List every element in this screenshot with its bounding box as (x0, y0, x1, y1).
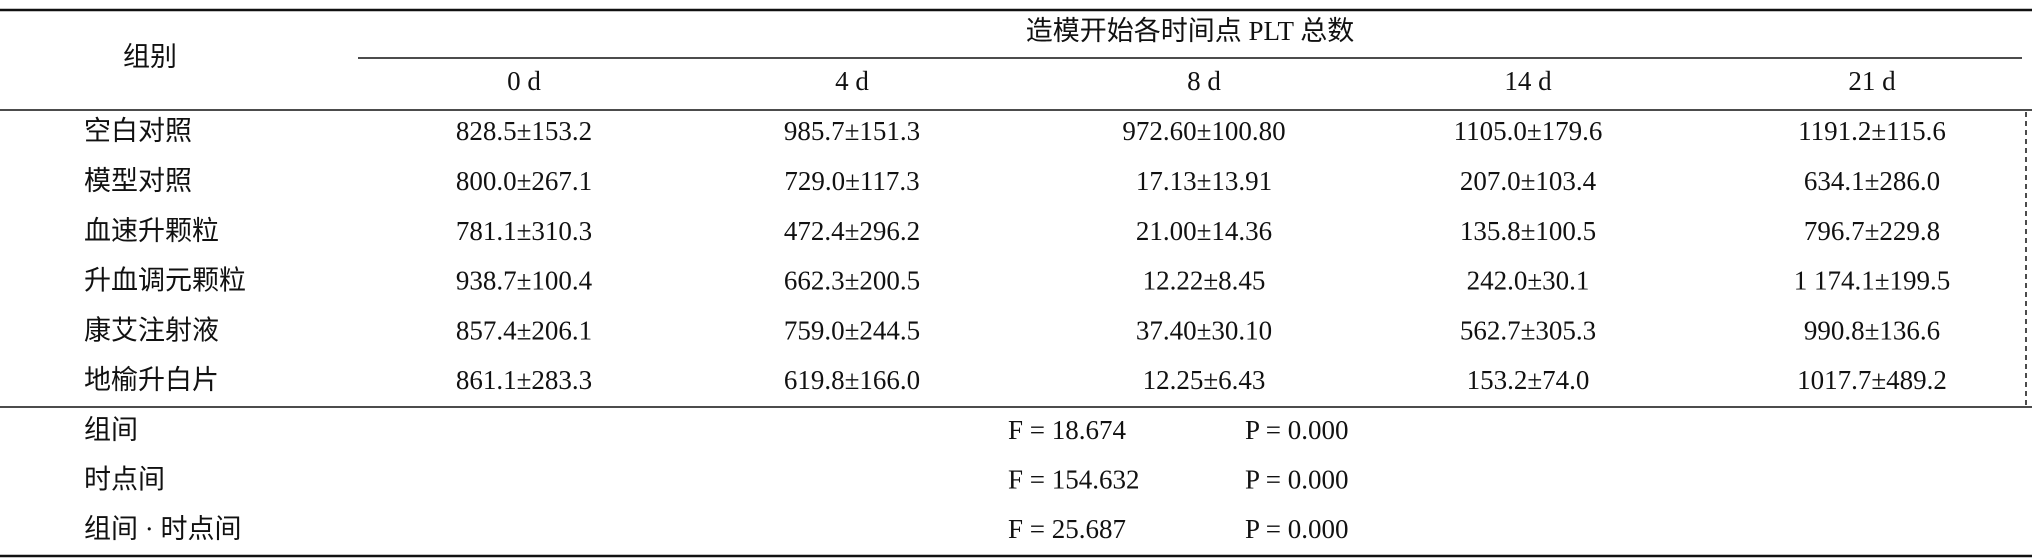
stat-f: F = 154.632 (1008, 465, 1140, 495)
cell: 759.0±244.5 (784, 315, 920, 345)
row-label: 地榆升白片 (84, 365, 219, 395)
cell: 619.8±166.0 (784, 365, 920, 395)
row-label: 康艾注射液 (84, 315, 219, 345)
cell: 972.60±100.80 (1122, 116, 1285, 146)
row-label: 空白对照 (84, 116, 192, 146)
column-header: 21 d (1848, 66, 1896, 96)
cell: 207.0±103.4 (1460, 166, 1597, 196)
column-header: 4 d (835, 66, 869, 96)
cell: 729.0±117.3 (784, 166, 919, 196)
cell: 153.2±74.0 (1467, 365, 1590, 395)
row-label: 升血调元颗粒 (84, 266, 246, 296)
cell: 562.7±305.3 (1460, 315, 1596, 345)
cell: 17.13±13.91 (1136, 166, 1272, 196)
cell: 990.8±136.6 (1804, 315, 1940, 345)
cell: 37.40±30.10 (1136, 315, 1272, 345)
stat-label: 时点间 (84, 465, 165, 495)
stat-f: F = 18.674 (1008, 415, 1126, 445)
cell: 796.7±229.8 (1804, 216, 1940, 246)
group-header: 组别 (123, 42, 177, 72)
cell: 662.3±200.5 (784, 266, 920, 296)
cell: 1105.0±179.6 (1454, 116, 1603, 146)
cell: 857.4±206.1 (456, 315, 592, 345)
stat-p: P = 0.000 (1245, 465, 1349, 495)
stat-p: P = 0.000 (1245, 514, 1349, 544)
cell: 21.00±14.36 (1136, 216, 1272, 246)
cell: 800.0±267.1 (456, 166, 592, 196)
cell: 861.1±283.3 (456, 365, 592, 395)
cell: 828.5±153.2 (456, 116, 592, 146)
stat-p: P = 0.000 (1245, 415, 1349, 445)
cell: 1017.7±489.2 (1797, 365, 1947, 395)
stat-label: 组间 · 时点间 (84, 514, 242, 544)
cell: 12.25±6.43 (1143, 365, 1266, 395)
cell: 985.7±151.3 (784, 116, 920, 146)
column-header: 8 d (1187, 66, 1221, 96)
cell: 12.22±8.45 (1143, 266, 1266, 296)
cell: 242.0±30.1 (1467, 266, 1590, 296)
stat-f: F = 25.687 (1008, 514, 1126, 544)
cell: 1191.2±115.6 (1798, 116, 1946, 146)
cell: 781.1±310.3 (456, 216, 592, 246)
column-header: 0 d (507, 66, 541, 96)
cell: 1 174.1±199.5 (1794, 266, 1951, 296)
cell: 135.8±100.5 (1460, 216, 1596, 246)
row-label: 模型对照 (84, 166, 192, 196)
cell: 472.4±296.2 (784, 216, 920, 246)
column-header: 14 d (1504, 66, 1552, 96)
stat-label: 组间 (84, 415, 138, 445)
cell: 634.1±286.0 (1804, 166, 1940, 196)
row-label: 血速升颗粒 (84, 216, 219, 246)
cell: 938.7±100.4 (456, 266, 593, 296)
span-header: 造模开始各时间点 PLT 总数 (1026, 16, 1355, 46)
